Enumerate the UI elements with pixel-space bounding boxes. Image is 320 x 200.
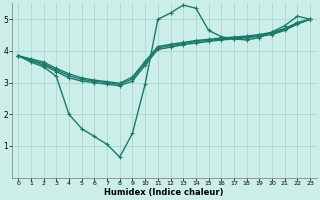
X-axis label: Humidex (Indice chaleur): Humidex (Indice chaleur): [104, 188, 224, 197]
